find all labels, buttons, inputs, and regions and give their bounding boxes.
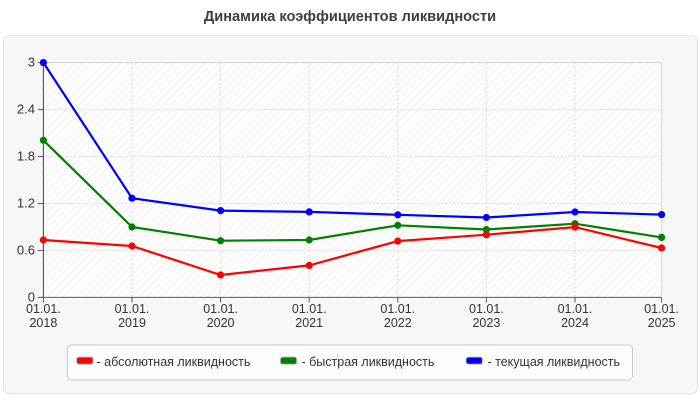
svg-text:2021: 2021: [295, 316, 323, 330]
svg-text:2024: 2024: [561, 316, 589, 330]
svg-text:01.01.: 01.01.: [292, 302, 327, 316]
svg-text:0.6: 0.6: [17, 243, 35, 258]
svg-text:01.01.: 01.01.: [644, 302, 679, 316]
svg-text:- текущая ликвидность: - текущая ликвидность: [488, 355, 621, 369]
svg-text:1.2: 1.2: [17, 196, 35, 211]
svg-text:2023: 2023: [472, 316, 500, 330]
svg-text:2019: 2019: [118, 316, 146, 330]
svg-text:01.01.: 01.01.: [380, 302, 415, 316]
svg-text:Динамика коэффициентов ликвидн: Динамика коэффициентов ликвидности: [204, 9, 496, 25]
svg-text:01.01.: 01.01.: [203, 302, 238, 316]
svg-text:01.01.: 01.01.: [115, 302, 150, 316]
svg-text:2022: 2022: [384, 316, 412, 330]
svg-text:01.01.: 01.01.: [26, 302, 61, 316]
svg-text:- абсолютная ликвидность: - абсолютная ликвидность: [97, 355, 251, 369]
svg-text:01.01.: 01.01.: [558, 302, 593, 316]
svg-text:1.8: 1.8: [17, 149, 35, 164]
svg-text:2.4: 2.4: [17, 102, 35, 117]
svg-text:2020: 2020: [207, 316, 235, 330]
svg-text:- быстрая ликвидность: - быстрая ликвидность: [302, 355, 435, 369]
svg-text:3: 3: [28, 55, 35, 70]
svg-text:01.01.: 01.01.: [469, 302, 504, 316]
svg-text:2025: 2025: [648, 316, 676, 330]
svg-text:2018: 2018: [29, 316, 57, 330]
